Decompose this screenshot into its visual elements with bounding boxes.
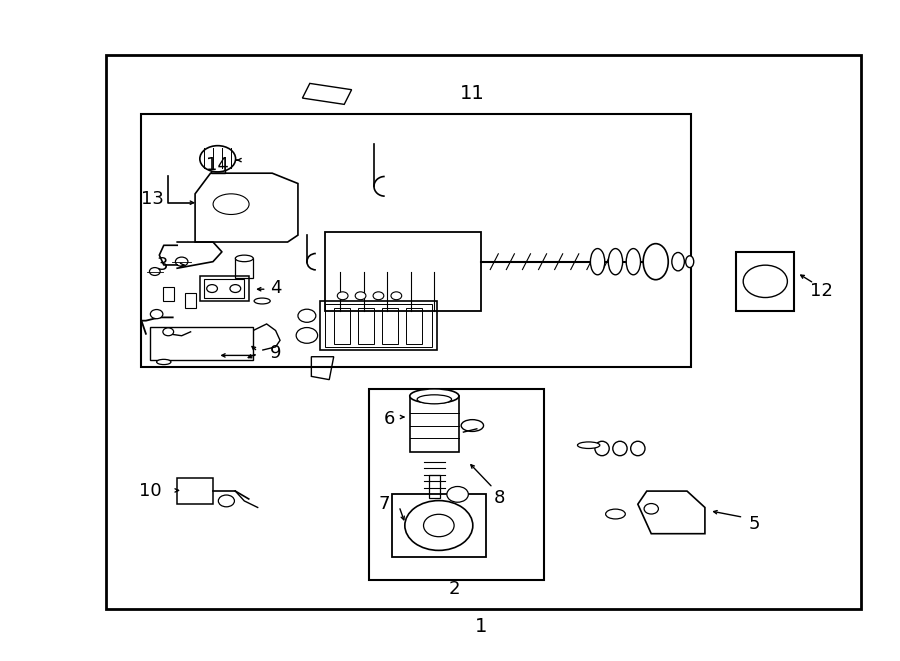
Circle shape xyxy=(207,285,218,292)
Ellipse shape xyxy=(613,442,627,455)
Circle shape xyxy=(298,309,316,323)
Bar xyxy=(392,494,486,557)
Text: 12: 12 xyxy=(810,282,832,300)
Bar xyxy=(334,307,350,344)
Ellipse shape xyxy=(590,249,605,275)
Ellipse shape xyxy=(631,442,645,455)
Bar xyxy=(185,293,196,307)
Circle shape xyxy=(644,504,659,514)
Circle shape xyxy=(219,495,234,507)
Bar xyxy=(150,327,253,360)
Bar xyxy=(325,232,482,311)
Ellipse shape xyxy=(410,389,459,403)
Ellipse shape xyxy=(608,249,623,275)
Text: 14: 14 xyxy=(206,156,229,174)
Text: 8: 8 xyxy=(493,488,505,506)
Bar xyxy=(320,301,436,350)
Bar xyxy=(370,389,544,580)
Ellipse shape xyxy=(686,256,694,268)
Text: 6: 6 xyxy=(383,410,395,428)
Bar xyxy=(410,396,459,451)
Bar xyxy=(141,114,691,367)
Bar xyxy=(235,258,253,278)
Text: 10: 10 xyxy=(139,482,162,500)
Ellipse shape xyxy=(417,395,452,404)
Ellipse shape xyxy=(235,255,253,262)
Bar xyxy=(163,287,174,301)
Ellipse shape xyxy=(606,509,626,519)
Ellipse shape xyxy=(213,194,249,214)
Circle shape xyxy=(374,292,383,299)
Text: 1: 1 xyxy=(475,617,488,637)
Circle shape xyxy=(391,292,401,299)
Ellipse shape xyxy=(595,442,609,455)
Circle shape xyxy=(424,514,454,537)
Circle shape xyxy=(356,292,366,299)
Text: 3: 3 xyxy=(157,256,167,274)
Ellipse shape xyxy=(626,249,641,275)
Circle shape xyxy=(447,486,468,502)
Circle shape xyxy=(149,268,160,276)
Text: 4: 4 xyxy=(270,279,282,297)
Ellipse shape xyxy=(461,420,483,432)
Bar xyxy=(200,276,248,301)
Text: 2: 2 xyxy=(449,580,460,598)
Circle shape xyxy=(176,257,188,266)
Text: 5: 5 xyxy=(749,515,760,533)
Ellipse shape xyxy=(644,244,668,280)
Text: 9: 9 xyxy=(270,344,282,362)
Bar xyxy=(211,159,225,173)
Ellipse shape xyxy=(671,253,684,271)
Bar xyxy=(382,307,398,344)
Text: 7: 7 xyxy=(379,495,391,513)
Ellipse shape xyxy=(578,442,599,448)
Circle shape xyxy=(200,145,236,172)
Bar xyxy=(429,475,440,498)
Circle shape xyxy=(405,500,472,551)
Circle shape xyxy=(296,328,318,343)
Circle shape xyxy=(743,265,788,297)
Bar xyxy=(105,56,861,609)
Circle shape xyxy=(230,285,240,292)
Bar xyxy=(177,478,213,504)
Text: 13: 13 xyxy=(140,190,164,208)
Bar xyxy=(358,307,374,344)
Circle shape xyxy=(150,309,163,319)
Bar xyxy=(406,307,422,344)
Bar xyxy=(325,304,432,347)
Circle shape xyxy=(163,328,174,336)
Text: 11: 11 xyxy=(460,84,485,102)
Ellipse shape xyxy=(254,298,270,304)
Ellipse shape xyxy=(157,360,171,365)
Bar xyxy=(736,252,795,311)
Circle shape xyxy=(338,292,348,299)
Bar xyxy=(204,280,244,297)
